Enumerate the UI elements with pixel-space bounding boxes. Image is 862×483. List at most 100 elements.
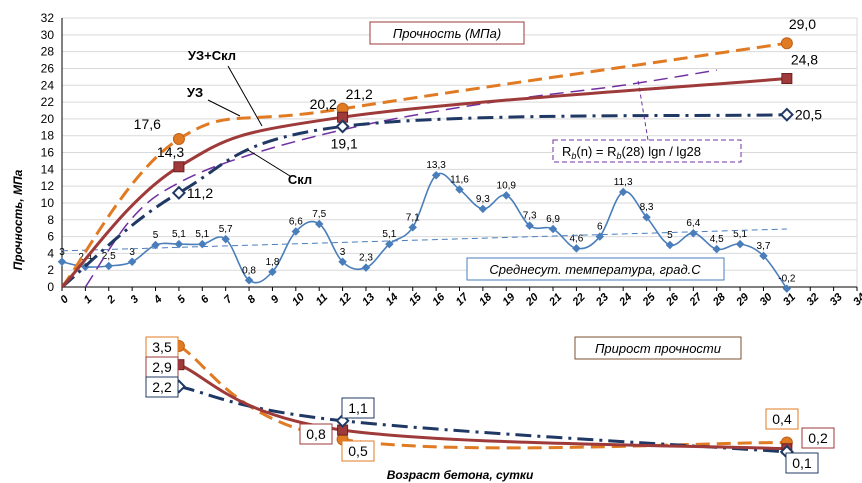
temperature-point bbox=[572, 244, 581, 253]
y-tick-label: 28 bbox=[41, 45, 55, 59]
label-uz: УЗ bbox=[187, 85, 203, 100]
temperature-data-label: 6,4 bbox=[686, 218, 700, 229]
temperature-box bbox=[466, 257, 725, 281]
x-tick-label: 13 bbox=[360, 291, 377, 308]
temperature-data-label: 3 bbox=[129, 247, 135, 258]
temperature-data-label: 9,3 bbox=[476, 194, 490, 205]
x-tick-label: 6 bbox=[199, 293, 212, 306]
temperature-data-label: 0,8 bbox=[242, 265, 256, 276]
temperature-data-label: 4,6 bbox=[569, 233, 583, 244]
uz-skl-marker bbox=[173, 161, 185, 173]
y-tick-label: 32 bbox=[41, 11, 55, 25]
uz-line bbox=[60, 41, 788, 288]
y-tick-label: 12 bbox=[41, 179, 55, 193]
label-uz-skl: УЗ+Скл bbox=[188, 48, 236, 63]
x-tick-label: 26 bbox=[663, 291, 681, 309]
x-tick-label: 20 bbox=[523, 291, 541, 309]
temperature-data-label: 6,9 bbox=[546, 214, 560, 225]
x-tick-label: 1 bbox=[82, 293, 95, 306]
temperature-point bbox=[221, 234, 230, 244]
uz-data-label: 21,2 bbox=[346, 86, 373, 102]
y-tick-label: 10 bbox=[41, 196, 55, 210]
growth-skl-label-box bbox=[785, 452, 819, 474]
temperature-data-label: 8,3 bbox=[640, 202, 654, 213]
x-tick-label: 10 bbox=[290, 291, 308, 309]
growth-uz-skl-label: 2,9 bbox=[152, 359, 172, 375]
temperature-data-label: 13,3 bbox=[426, 160, 446, 171]
temperature-data-label: 3 bbox=[59, 247, 65, 258]
y-tick-label: 24 bbox=[41, 78, 55, 92]
temperature-data-label: 5,1 bbox=[172, 229, 186, 240]
temperature-point bbox=[385, 239, 394, 249]
temperature-data-label: 7,1 bbox=[406, 212, 420, 223]
temperature-data-label: 5,1 bbox=[733, 229, 747, 240]
temperature-point bbox=[712, 244, 721, 254]
growth-uz-line bbox=[178, 344, 787, 450]
y-tick-label: 14 bbox=[41, 162, 55, 176]
uz-marker bbox=[172, 133, 185, 146]
x-tick-label: 5 bbox=[175, 293, 188, 306]
formula-curve bbox=[84, 69, 717, 288]
temperature-data-label: 5,7 bbox=[219, 224, 233, 235]
growth-uz-label-box bbox=[765, 408, 799, 430]
growth-uz-label-box bbox=[341, 440, 375, 462]
x-tick-label: 3 bbox=[128, 293, 141, 306]
x-tick-label: 30 bbox=[758, 291, 776, 309]
temperature-point bbox=[665, 240, 675, 250]
temperature-point bbox=[151, 240, 160, 250]
y-tick-label: 26 bbox=[41, 61, 55, 75]
temperature-data-label: 5,1 bbox=[382, 229, 396, 240]
temperature-point bbox=[291, 227, 301, 236]
temperature-data-label: 10,9 bbox=[497, 180, 517, 191]
y-tick-label: 18 bbox=[41, 129, 55, 143]
chart-title: Прочность (МПа) bbox=[393, 26, 501, 41]
formula-text: Rb(n) = Rb(28) lgn / lg28 bbox=[562, 144, 701, 161]
x-tick-label: 29 bbox=[734, 291, 752, 309]
uz-marker bbox=[780, 37, 793, 50]
temperature-point bbox=[361, 263, 371, 272]
y-tick-label: 2 bbox=[47, 263, 54, 277]
temperature-data-label: 5,1 bbox=[195, 229, 209, 240]
uz-skl-marker bbox=[781, 73, 793, 85]
skl-data-label: 19,1 bbox=[331, 135, 358, 151]
temperature-data-label: 6,6 bbox=[289, 217, 303, 228]
x-tick-label: 9 bbox=[269, 293, 282, 306]
formula-box bbox=[552, 139, 742, 163]
x-tick-label: 7 bbox=[222, 293, 235, 306]
x-tick-label: 34 bbox=[851, 291, 862, 308]
formula-pointer bbox=[637, 79, 649, 141]
temperature-data-label: 5 bbox=[153, 230, 159, 241]
temperature-data-label: 4,5 bbox=[710, 234, 724, 245]
x-tick-label: 22 bbox=[570, 291, 588, 309]
temperature-point bbox=[104, 261, 114, 271]
temperature-point bbox=[314, 219, 324, 229]
temperature-data-label: 7,3 bbox=[523, 211, 537, 222]
growth-uz-skl-label-box bbox=[801, 427, 835, 449]
uz-skl-data-label: 14,3 bbox=[157, 144, 184, 160]
growth-uz-label: 0,5 bbox=[348, 443, 368, 459]
growth-title-box bbox=[574, 336, 742, 360]
temperature-point bbox=[127, 257, 137, 267]
x-tick-label: 2 bbox=[104, 293, 118, 307]
temperature-data-label: 3,7 bbox=[757, 241, 771, 252]
y-tick-label: 0 bbox=[47, 280, 54, 294]
label-skl: Скл bbox=[288, 172, 312, 187]
temperature-point bbox=[478, 204, 488, 214]
skl-marker bbox=[171, 185, 186, 200]
temperature-point bbox=[455, 185, 464, 194]
temperature-data-label: 7,5 bbox=[312, 209, 326, 220]
temperature-data-label: 2,5 bbox=[102, 251, 116, 262]
arrow-uz bbox=[207, 99, 241, 117]
temperature-point bbox=[782, 284, 792, 293]
temperature-point bbox=[735, 239, 745, 249]
temperature-data-label: 11,3 bbox=[614, 177, 633, 188]
x-tick-label: 19 bbox=[500, 291, 518, 309]
y-axis-title: Прочность, МПа bbox=[11, 169, 25, 270]
temperature-data-label: 2,3 bbox=[359, 253, 373, 264]
uz-skl-line bbox=[60, 77, 787, 289]
x-tick-label: 17 bbox=[454, 291, 472, 309]
x-tick-label: 8 bbox=[245, 293, 258, 306]
x-tick-label: 25 bbox=[640, 291, 658, 309]
